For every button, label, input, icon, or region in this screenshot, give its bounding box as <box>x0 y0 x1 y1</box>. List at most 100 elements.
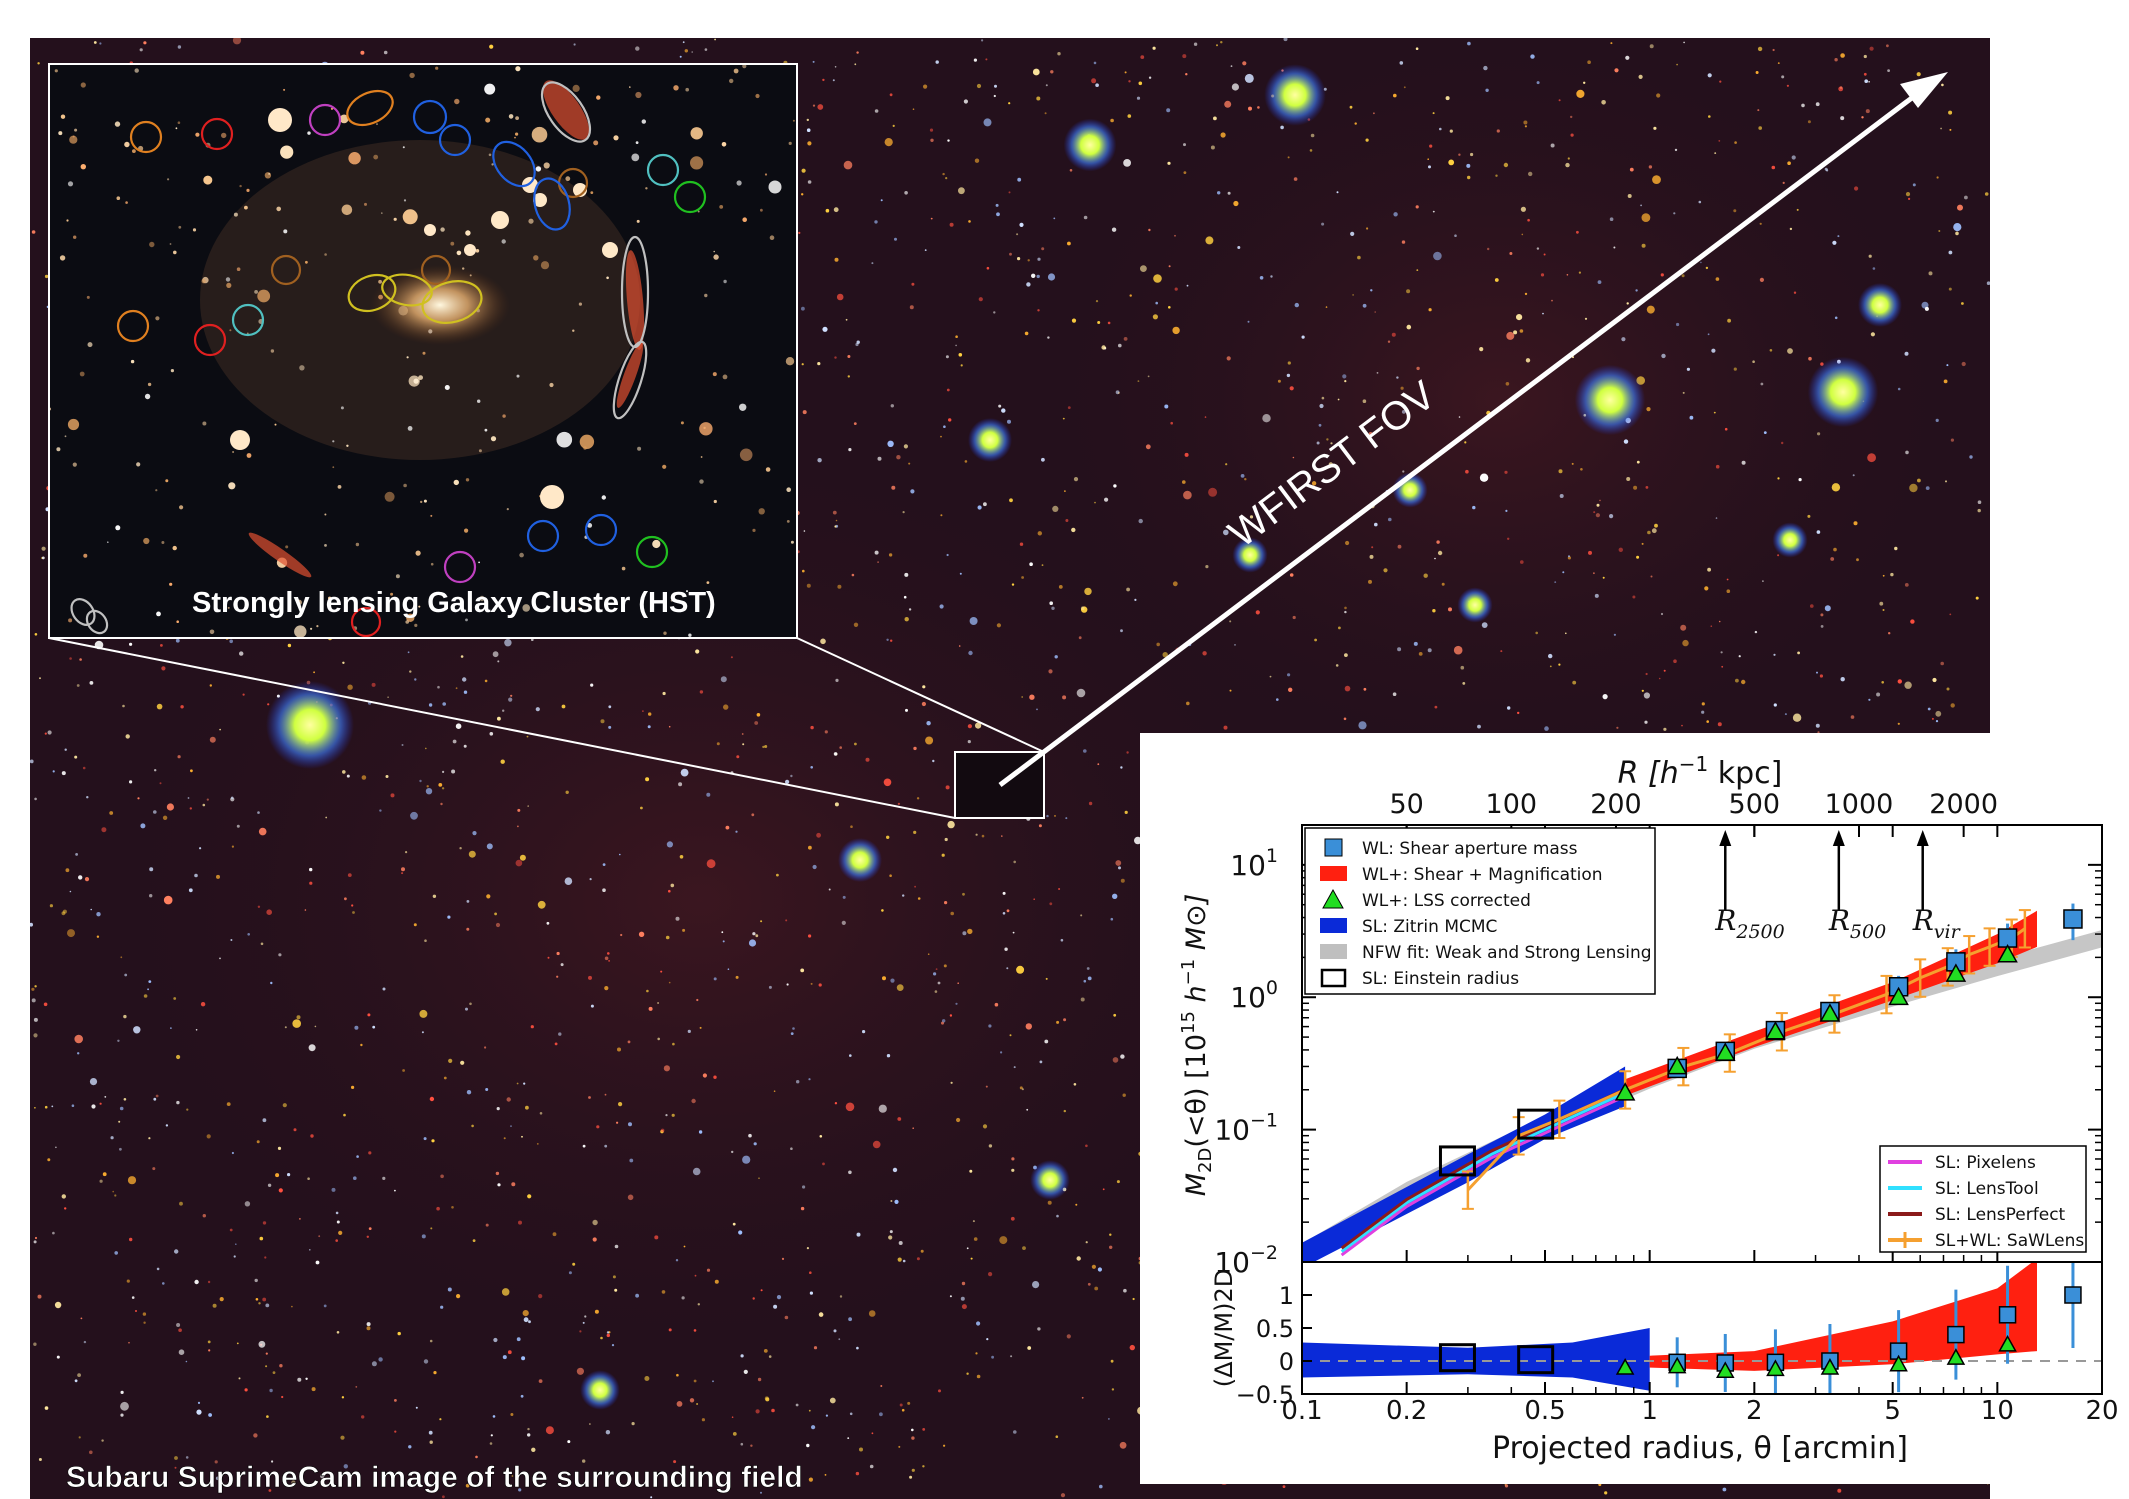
lss-point <box>1614 1082 1636 1101</box>
zoom-line-right <box>796 637 1045 753</box>
inset-galaxy <box>328 596 332 600</box>
star <box>1010 1355 1013 1358</box>
y-axis-label-bottom: (ΔM/M)2D <box>1210 1269 1238 1387</box>
star <box>806 1443 810 1448</box>
star <box>1735 678 1739 683</box>
star <box>1205 565 1209 569</box>
star <box>818 1312 824 1317</box>
star <box>1793 291 1797 294</box>
star <box>1063 1109 1067 1113</box>
star <box>833 207 839 213</box>
star <box>1148 228 1151 232</box>
star <box>839 1295 843 1298</box>
star <box>99 1102 102 1105</box>
star <box>654 1235 659 1240</box>
star <box>187 797 190 799</box>
star <box>459 847 462 850</box>
star <box>256 1140 260 1144</box>
star <box>401 744 404 746</box>
star <box>699 1026 702 1029</box>
star <box>792 1027 795 1030</box>
star <box>165 1124 169 1127</box>
star <box>465 1483 470 1488</box>
star <box>1401 240 1406 244</box>
star <box>1013 1430 1017 1434</box>
x-tick-label: 20 <box>2085 1396 2118 1426</box>
star <box>1759 222 1762 225</box>
star <box>429 1440 433 1444</box>
marker-label: R500 <box>1828 904 1886 943</box>
star <box>523 1082 526 1085</box>
y-bottom-tick-label: 0.5 <box>1256 1315 1294 1343</box>
legend-label: WL+: Shear + Magnification <box>1362 865 1603 885</box>
inset-galaxy <box>283 88 286 91</box>
star <box>379 809 382 812</box>
star <box>1109 1245 1113 1250</box>
star <box>202 803 206 807</box>
star <box>1172 326 1180 335</box>
star <box>617 1047 621 1052</box>
star <box>1286 373 1291 378</box>
star <box>1046 814 1049 818</box>
star <box>1216 44 1218 47</box>
star <box>1112 1057 1119 1063</box>
inset-galaxy <box>454 98 460 105</box>
star <box>665 1114 668 1117</box>
star <box>1647 530 1651 535</box>
star <box>1618 547 1624 552</box>
lensed-image-ring <box>270 254 302 286</box>
star <box>1517 711 1520 715</box>
star <box>1287 156 1290 159</box>
star <box>1467 41 1471 46</box>
star <box>808 1409 811 1412</box>
star <box>948 418 952 422</box>
star <box>628 1122 632 1127</box>
star <box>1140 55 1145 59</box>
legend-label: NFW fit: Weak and Strong Lensing <box>1362 943 1652 963</box>
star <box>604 956 609 961</box>
star <box>1950 703 1955 708</box>
star <box>730 656 733 659</box>
star <box>832 79 835 82</box>
star <box>1123 337 1128 341</box>
star <box>1289 386 1294 391</box>
star <box>1184 452 1189 457</box>
star <box>174 1466 177 1469</box>
lensed-image-ellipse <box>70 598 96 626</box>
star <box>265 1365 268 1368</box>
star <box>851 573 855 577</box>
star <box>367 1013 371 1017</box>
inset-galaxy <box>86 295 90 299</box>
star <box>890 639 893 642</box>
x-tick-label: 2 <box>1746 1396 1763 1426</box>
star <box>1247 320 1250 323</box>
star <box>976 1321 981 1326</box>
star <box>854 742 857 746</box>
star <box>1908 197 1911 200</box>
star <box>1724 427 1728 431</box>
star <box>897 1117 902 1121</box>
star <box>1824 605 1831 612</box>
star <box>125 1477 127 1479</box>
star <box>1134 598 1137 602</box>
marker-arrow-head <box>1916 830 1929 846</box>
star <box>421 1234 426 1239</box>
star <box>1393 93 1397 98</box>
star <box>1755 71 1759 74</box>
star <box>1448 159 1455 166</box>
star <box>279 1364 283 1368</box>
star <box>1887 69 1890 72</box>
star <box>1680 624 1687 631</box>
star <box>56 1355 60 1359</box>
star <box>960 364 963 367</box>
star <box>497 716 501 721</box>
y-bottom-tick-label: 1 <box>1279 1282 1294 1310</box>
star <box>944 901 948 905</box>
inset-galaxy <box>373 154 379 160</box>
star <box>546 921 550 925</box>
star <box>397 1331 401 1336</box>
star <box>998 404 1002 408</box>
x-tick-label: 5 <box>1884 1396 1901 1426</box>
star <box>267 703 270 706</box>
star <box>1485 88 1489 93</box>
